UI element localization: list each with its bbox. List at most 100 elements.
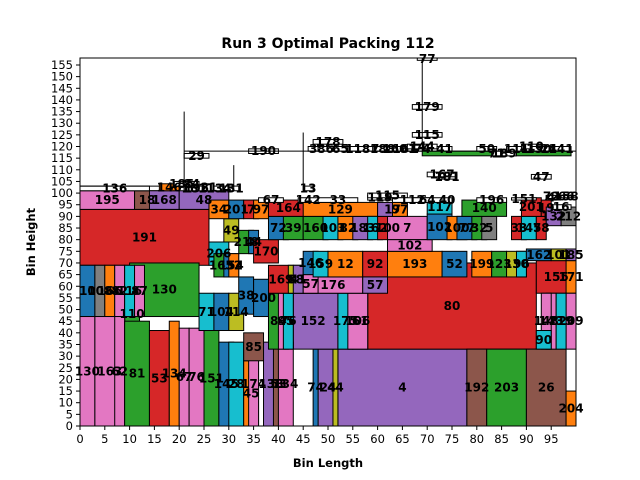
item-label-168: 168 bbox=[152, 193, 177, 207]
item-label-110: 110 bbox=[120, 307, 145, 321]
item-label-130: 130 bbox=[75, 364, 100, 378]
item-label-101: 101 bbox=[546, 248, 571, 262]
item-label-81: 81 bbox=[129, 367, 146, 381]
item-label-39: 39 bbox=[285, 221, 302, 235]
item-rect-12 bbox=[327, 250, 364, 278]
item-label-62: 62 bbox=[111, 364, 128, 378]
item-label-71: 71 bbox=[488, 146, 505, 160]
y-tick-label: 135 bbox=[51, 105, 73, 119]
item-label-12: 12 bbox=[337, 257, 354, 271]
y-tick-label: 55 bbox=[58, 291, 73, 305]
item-label-53: 53 bbox=[270, 377, 287, 391]
y-tick-label: 115 bbox=[51, 151, 73, 165]
item-label-167: 167 bbox=[430, 167, 455, 181]
x-tick-label: 65 bbox=[395, 432, 410, 446]
item-label-41: 41 bbox=[436, 142, 453, 156]
item-label-102: 102 bbox=[427, 220, 452, 234]
x-tick-label: 30 bbox=[221, 432, 236, 446]
item-label-162: 162 bbox=[526, 248, 551, 262]
item-rect-90 bbox=[535, 330, 552, 350]
item-label-170: 170 bbox=[253, 244, 278, 258]
item-label-152: 152 bbox=[301, 314, 326, 328]
item-label-142: 142 bbox=[296, 193, 321, 207]
item-rect-159 bbox=[312, 250, 329, 278]
item-label-67: 67 bbox=[176, 370, 193, 384]
item-label-163: 163 bbox=[97, 364, 122, 378]
item-rect-40 bbox=[441, 197, 453, 203]
item-label-88: 88 bbox=[287, 272, 304, 286]
item-rect-151 bbox=[511, 197, 537, 201]
chart-title: Run 3 Optimal Packing 112 bbox=[221, 36, 434, 52]
item-rect-52 bbox=[228, 253, 240, 278]
item-label-164: 164 bbox=[276, 201, 301, 215]
item-rect-16 bbox=[550, 204, 572, 210]
item-label-72: 72 bbox=[543, 190, 560, 204]
item-label-53: 53 bbox=[151, 371, 168, 385]
x-tick-label: 40 bbox=[271, 432, 286, 446]
x-tick-label: 85 bbox=[494, 432, 509, 446]
item-label-140: 140 bbox=[472, 201, 497, 215]
y-tick-label: 140 bbox=[51, 93, 73, 107]
item-rect-87 bbox=[134, 264, 145, 318]
item-label-90: 90 bbox=[535, 333, 552, 347]
x-tick-label: 70 bbox=[420, 432, 435, 446]
item-label-129: 129 bbox=[328, 202, 353, 216]
packed-items bbox=[79, 57, 577, 427]
item-label-134: 134 bbox=[162, 367, 187, 381]
item-label-78: 78 bbox=[533, 221, 550, 235]
y-tick-label: 75 bbox=[58, 244, 73, 258]
item-label-119: 119 bbox=[368, 191, 393, 205]
y-tick-label: 145 bbox=[51, 81, 73, 95]
item-label-118: 118 bbox=[345, 142, 370, 156]
item-label-195: 195 bbox=[95, 193, 120, 207]
y-tick-label: 0 bbox=[66, 419, 73, 433]
x-tick-label: 45 bbox=[296, 432, 311, 446]
item-label-13: 13 bbox=[300, 181, 317, 195]
y-tick-label: 155 bbox=[51, 58, 73, 72]
item-rect-57 bbox=[362, 276, 389, 294]
item-rect-178 bbox=[312, 139, 344, 145]
y-tick-label: 110 bbox=[51, 163, 73, 177]
item-rect-146 bbox=[158, 183, 180, 192]
item-label-74: 74 bbox=[307, 381, 324, 395]
y-tick-label: 25 bbox=[58, 361, 73, 375]
item-label-155: 155 bbox=[544, 270, 569, 284]
item-label-145: 145 bbox=[516, 221, 541, 235]
item-label-16: 16 bbox=[553, 200, 570, 214]
item-label-188: 188 bbox=[370, 142, 395, 156]
item-label-116: 116 bbox=[117, 284, 142, 298]
y-tick-label: 100 bbox=[51, 186, 73, 200]
item-label-201: 201 bbox=[519, 200, 544, 214]
y-tick-label: 85 bbox=[58, 221, 73, 235]
item-label-72: 72 bbox=[270, 221, 287, 235]
item-label-192: 192 bbox=[464, 381, 489, 395]
item-rect-67 bbox=[258, 197, 284, 203]
item-label-169: 169 bbox=[268, 272, 293, 286]
item-label-200: 200 bbox=[251, 291, 276, 305]
item-label-159: 159 bbox=[308, 257, 333, 271]
item-label-150: 150 bbox=[526, 142, 551, 156]
item-rect-115 bbox=[411, 132, 443, 138]
item-label-21: 21 bbox=[201, 180, 218, 194]
x-tick-label: 80 bbox=[469, 432, 484, 446]
item-label-50: 50 bbox=[478, 142, 495, 156]
x-tick-label: 95 bbox=[544, 432, 559, 446]
item-label-49: 49 bbox=[223, 223, 240, 237]
item-label-66: 66 bbox=[558, 190, 575, 204]
item-label-47: 47 bbox=[533, 170, 550, 184]
item-label-104: 104 bbox=[209, 305, 234, 319]
item-label-138: 138 bbox=[258, 377, 283, 391]
item-label-44: 44 bbox=[327, 381, 344, 395]
item-label-10: 10 bbox=[79, 284, 96, 298]
item-rect-115 bbox=[367, 192, 408, 199]
item-label-41: 41 bbox=[290, 272, 307, 286]
item-label-183: 183 bbox=[350, 221, 375, 235]
x-tick-label: 60 bbox=[370, 432, 385, 446]
item-label-219: 219 bbox=[549, 314, 574, 328]
x-tick-label: 15 bbox=[147, 432, 162, 446]
item-label-19: 19 bbox=[538, 201, 555, 215]
item-label-84: 84 bbox=[270, 314, 287, 328]
